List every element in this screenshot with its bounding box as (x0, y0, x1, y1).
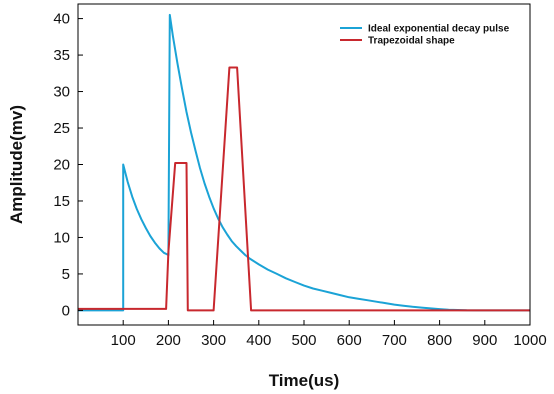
x-tick-label: 600 (337, 332, 362, 349)
y-tick-label: 25 (53, 120, 70, 137)
y-tick-label: 5 (62, 266, 70, 283)
y-tick-label: 20 (53, 157, 70, 174)
x-axis: 100 200 300 400 500 600 700 800 900 1000 (111, 320, 547, 349)
y-tick-label: 35 (53, 47, 70, 64)
series-line-0 (78, 13, 530, 312)
y-tick-label: 40 (53, 11, 70, 28)
x-tick-label: 700 (382, 332, 407, 349)
x-tick-label: 100 (111, 332, 136, 349)
x-axis-title: Time(us) (269, 371, 340, 390)
x-tick-label: 1000 (513, 332, 546, 349)
legend-label: Trapezoidal shape (368, 36, 455, 47)
x-tick-label: 200 (156, 332, 181, 349)
plot-frame (77, 3, 531, 326)
x-tick-label: 900 (472, 332, 497, 349)
y-axis-title: Amplitude(mv) (7, 105, 26, 224)
x-tick-label: 500 (291, 332, 316, 349)
y-axis: 0 5 10 15 20 25 30 35 40 (53, 11, 83, 319)
x-tick-label: 300 (201, 332, 226, 349)
legend-label: Ideal exponential decay pulse (368, 24, 510, 35)
y-tick-label: 15 (53, 193, 70, 210)
legend: Ideal exponential decay pulseTrapezoidal… (340, 24, 510, 47)
y-tick-label: 30 (53, 84, 70, 101)
series-layer (78, 13, 530, 312)
x-tick-label: 400 (246, 332, 271, 349)
series-line-1 (78, 66, 530, 312)
y-tick-label: 0 (62, 302, 70, 319)
x-tick-label: 800 (427, 332, 452, 349)
y-tick-label: 10 (53, 229, 70, 246)
